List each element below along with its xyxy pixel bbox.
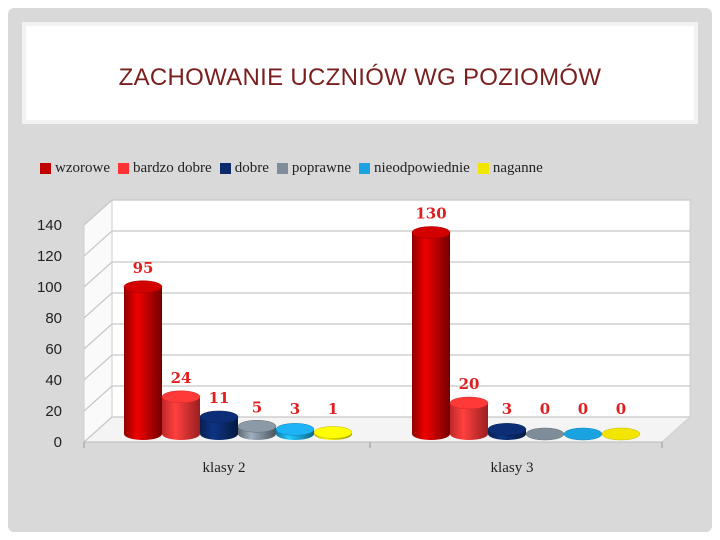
plot-back-wall [111,199,691,418]
y-tick-label: 80 [45,310,62,327]
legend-swatch [219,162,231,174]
gridline-side [83,199,113,226]
y-tick-label: 0 [54,434,62,451]
gridline-side [83,385,113,412]
bar-top [199,410,239,424]
gridline-side [83,323,113,350]
legend-label: dobre [234,159,269,176]
bar-top [161,390,201,404]
data-label: 3 [502,400,512,418]
legend-item: poprawne [276,159,352,177]
legend-label: bardzo dobre [132,159,212,176]
bar-top [411,226,451,239]
gridline-side [83,416,113,443]
bar [162,396,200,440]
data-label: 130 [415,205,446,223]
bar-top [601,427,641,441]
y-tick-label: 20 [45,403,62,420]
data-label: 0 [578,400,588,418]
data-label: 3 [290,400,300,418]
bar [200,416,238,440]
plot-side-wall [83,198,113,444]
data-label: 24 [171,369,192,387]
y-tick-label: 40 [45,372,62,389]
legend-item: wzorowe [40,160,110,177]
title-box: ZACHOWANIE UCZNIÓW WG POZIOMÓW [26,26,694,120]
legend-label: nieodpowiednie [374,159,470,176]
data-label: 11 [209,389,230,407]
y-tick-label: 140 [37,217,62,234]
legend-item: bardzo dobre [117,159,212,177]
legend-item: naganne [477,159,543,177]
bar [124,286,162,440]
chart-legend: wzorowe bardzo dobre dobre poprawne nieodpow… [40,157,551,179]
bar-top [525,427,565,441]
x-category-label: klasy 3 [491,460,534,476]
data-label: 5 [252,398,262,416]
data-label: 0 [616,400,626,418]
legend-swatch [477,162,489,174]
bar [412,232,450,440]
legend-swatch [40,162,51,174]
bar [450,403,488,440]
legend-label: wzorowe [55,159,110,176]
legend-label: naganne [492,159,543,176]
data-label: 0 [540,400,550,418]
legend-item: nieodpowiednie [359,160,470,177]
legend-item: dobre [219,159,269,177]
legend-label: poprawne [291,159,352,176]
x-category-label: klasy 2 [203,460,246,476]
y-tick-label: 100 [37,279,62,296]
bar-top [123,280,163,293]
legend-swatch [117,162,129,174]
gridline-side [83,292,113,319]
y-tick-label: 60 [45,341,62,358]
data-label: 20 [459,375,480,393]
bar-top [237,420,277,433]
gridline-side [83,261,113,288]
bar-top [275,423,315,436]
legend-swatch [276,162,288,174]
y-tick-label: 120 [37,248,62,265]
data-label: 95 [133,259,154,277]
bar-top [313,426,353,439]
bar-top [563,427,603,441]
bar-top [487,423,527,436]
gridline-side [83,354,113,381]
gridline-side [83,230,113,257]
bar-top [449,396,489,410]
legend-swatch [359,162,371,174]
data-label: 1 [328,400,338,418]
slide-title: ZACHOWANIE UCZNIÓW WG POZIOMÓW [118,64,602,91]
